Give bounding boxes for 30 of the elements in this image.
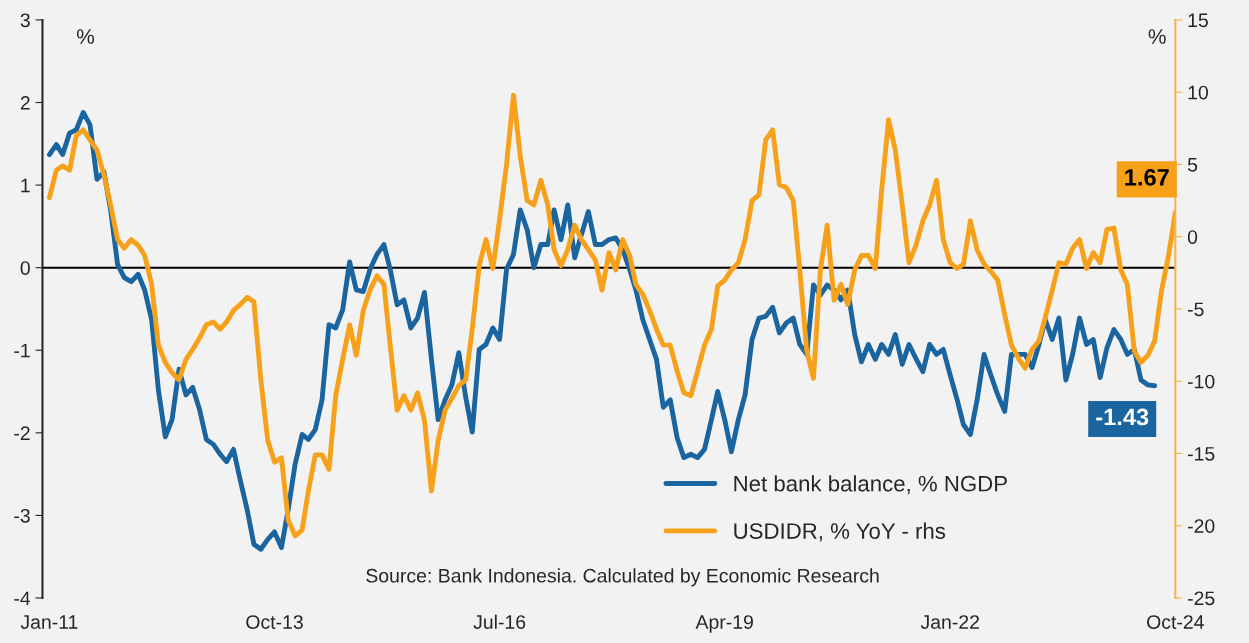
y-tick-label: 1: [21, 178, 30, 193]
annotation: 1.67: [1125, 168, 1169, 186]
annotation: Source: Bank Indonesia. Calculated by Economic Research: [366, 568, 879, 587]
y2-axis-title: %: [1148, 29, 1166, 44]
x-tick-label: Oct-13: [246, 615, 303, 629]
y-tick-label: 0: [20, 261, 30, 275]
x-tick-label: Apr-19: [695, 615, 753, 633]
y2-tick-label: 5: [1187, 158, 1198, 172]
y2-tick-label: -5: [1187, 302, 1204, 317]
y2-tick-label: 10: [1188, 85, 1208, 100]
x-tick-label: Oct-24: [1147, 615, 1204, 629]
y2-tick-label: -25: [1187, 591, 1215, 606]
x-tick-label: Jul-16: [473, 614, 526, 629]
y-tick-label: 2: [20, 95, 30, 110]
x-tick-label: Jan-11: [20, 615, 78, 629]
y-tick-label: -2: [14, 426, 30, 440]
y2-tick-label: 0: [1187, 230, 1198, 244]
y2-tick-label: -15: [1187, 447, 1215, 461]
y2-tick-label: -20: [1187, 519, 1215, 533]
y2-tick-label: 15: [1188, 13, 1208, 28]
y-tick-label: -1: [14, 343, 30, 358]
y-tick-label: -3: [14, 508, 30, 523]
legend-label: Net bank balance, % NGDP: [734, 475, 1007, 495]
x-tick-label: Jan-22: [920, 615, 979, 629]
legend-label: USDIDR, % YoY - rhs: [734, 522, 946, 542]
y-tick-label: 3: [20, 13, 30, 28]
y2-tick-label: -10: [1187, 374, 1215, 389]
annotation: -1.43: [1096, 408, 1149, 426]
y-tick-label: -4: [14, 591, 31, 606]
y-axis-title: %: [76, 29, 95, 44]
